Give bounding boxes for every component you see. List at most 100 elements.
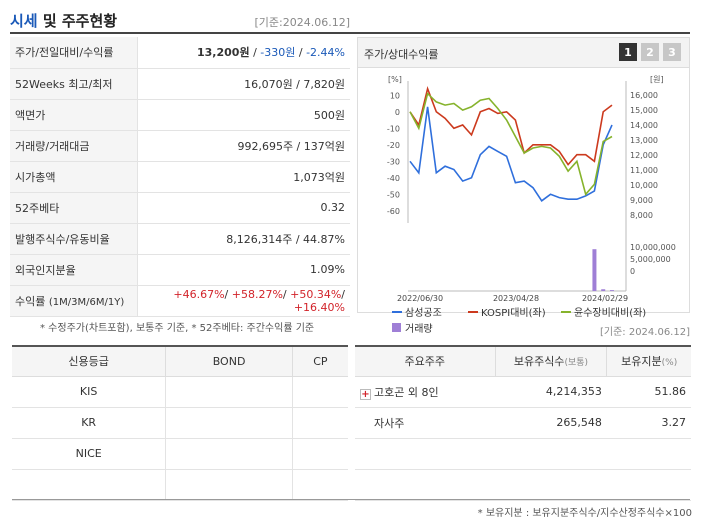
chart-header: 주가/상대수익률 1 2 3 [358, 38, 689, 68]
chart-tab-2[interactable]: 2 [641, 43, 659, 61]
legend-label: 거래량 [405, 323, 433, 335]
row-label: 거래량/거래대금 [10, 130, 138, 162]
cp-cell [292, 438, 348, 470]
y-left-tick-label: -10 [387, 124, 400, 133]
volume-bar [592, 249, 597, 291]
price-change: -330원 [260, 46, 296, 60]
x-tick-label: 2022/06/30 [397, 294, 443, 303]
volume-tick-label: 10,000,000 [630, 243, 676, 252]
cp-cell [292, 376, 348, 408]
table-row [355, 438, 691, 470]
return-3m: +58.27% [231, 287, 283, 301]
y-right-tick-label: 15,000 [630, 106, 658, 115]
col-header-rating: 신용등급 [12, 345, 167, 377]
holder-ratio: 51.86 [606, 376, 691, 408]
row-value: 8,126,314주 / 44.87% [137, 223, 350, 255]
holder-shares: 265,548 [495, 407, 607, 439]
col-header-cp: CP [292, 345, 348, 377]
y-left-tick-label: -40 [387, 174, 400, 183]
y-right-unit: [원] [650, 75, 664, 84]
series-line [409, 92, 613, 196]
bond-cell [165, 469, 293, 501]
legend-swatch [392, 323, 401, 332]
row-label: 수익률 (1M/3M/6M/1Y) [10, 285, 138, 317]
relative-return-chart: [%] [원] 10 0 -10 -20 -30 -40 -50 -60 16,000 15,000 1… [387, 75, 676, 335]
agency-cell: KIS [12, 376, 167, 408]
reference-date: [기준:2024.06.12] [254, 16, 350, 29]
table-header-row: 신용등급 BOND CP [12, 345, 348, 377]
holder-ratio: 3.27 [606, 407, 691, 439]
series-line [409, 85, 613, 166]
table-header-row: 주요주주 보유주식수(보통) 보유지분(%) [355, 345, 691, 377]
y-left-tick-label: -20 [387, 141, 400, 150]
volume-tick-label: 5,000,000 [630, 255, 671, 264]
cp-cell [292, 469, 348, 501]
table-row: 거래량/거래대금 992,695주 / 137억원 [10, 130, 350, 162]
chart-title: 주가/상대수익률 [364, 48, 439, 61]
table-row: KIS [12, 376, 348, 408]
row-value: 1,073억원 [137, 161, 350, 193]
y-left-tick-label: -50 [387, 190, 400, 199]
col-header-bond: BOND [165, 345, 293, 377]
table-row: + 고호곤 외 8인 4,214,353 51.86 [355, 376, 691, 408]
legend-label: 삼성공조 [405, 307, 442, 319]
quote-footnote: * 수정주가(차트포함), 보통주 기준, * 52주베타: 주간수익률 기준 [40, 323, 315, 334]
row-label: 주가/전일대비/수익률 [10, 37, 138, 69]
shareholders-table: 주요주주 보유주식수(보통) 보유지분(%) + 고호곤 외 8인 4,214,3… [355, 345, 691, 501]
col-header-ratio: 보유지분(%) [606, 345, 691, 377]
holder-name: 자사주 [355, 407, 495, 439]
x-tick-label: 2024/02/29 [582, 294, 628, 303]
row-value: 16,070원 / 7,820원 [137, 68, 350, 100]
table-row: 자사주 265,548 3.27 [355, 407, 691, 439]
row-label: 시가총액 [10, 161, 138, 193]
table-row: 외국인지분율 1.09% [10, 254, 350, 286]
table-row: NICE [12, 438, 348, 470]
bond-cell [165, 438, 293, 470]
table-row: 발행주식수/유동비율 8,126,314주 / 44.87% [10, 223, 350, 255]
x-tick-label: 2023/04/28 [493, 294, 539, 303]
row-label: 52주베타 [10, 192, 138, 224]
row-value: 500원 [137, 99, 350, 131]
volume-bar [610, 290, 614, 291]
row-value: 0.32 [137, 192, 350, 224]
section-title: 시세 및 주주현황 [10, 12, 118, 30]
series-line [409, 106, 613, 202]
plus-icon[interactable]: + [360, 388, 371, 400]
row-label: 52Weeks 최고/최저 [10, 68, 138, 100]
y-left-tick-label: 0 [395, 108, 400, 117]
y-left-unit: [%] [388, 75, 402, 84]
legend-label: 윤수장비대비(좌) [574, 307, 646, 319]
holder-name: + 고호곤 외 8인 [355, 376, 495, 408]
agency-cell [12, 469, 167, 501]
current-price: 13,200원 [197, 46, 250, 60]
holders-footnote: * 보유지분 : 보유지분주식수/지수산정주식수×100 [477, 508, 692, 519]
y-right-tick-label: 12,000 [630, 151, 658, 160]
agency-cell: NICE [12, 438, 167, 470]
divider [12, 499, 690, 500]
return-1m: +46.67% [173, 287, 225, 301]
col-header-shares: 보유주식수(보통) [495, 345, 608, 377]
chart-panel: 주가/상대수익률 1 2 3 [%] [원] 10 0 -10 -20 -30 -40 -50-… [357, 37, 690, 335]
table-row: 시가총액 1,073억원 [10, 161, 350, 193]
table-row: 52주베타 0.32 [10, 192, 350, 224]
return-6m: +50.34% [290, 287, 342, 301]
quote-table: 주가/전일대비/수익률 13,200원 / -330원 / -2.44% 52W… [10, 37, 350, 317]
table-row: 액면가 500원 [10, 99, 350, 131]
table-row: 수익률 (1M/3M/6M/1Y) +46.67%/ +58.27%/ +50.… [10, 285, 350, 317]
returns-value: +46.67%/ +58.27%/ +50.34%/ +16.40% [137, 285, 350, 317]
holder-shares: 4,214,353 [495, 376, 607, 408]
chart-tab-1[interactable]: 1 [619, 43, 637, 61]
y-right-tick-label: 9,000 [630, 196, 653, 205]
section-header: 시세 및 주주현황 [기준:2024.06.12] [10, 8, 350, 32]
chart-tab-3[interactable]: 3 [663, 43, 681, 61]
row-label: 액면가 [10, 99, 138, 131]
table-row [355, 469, 691, 501]
table-row: KR [12, 407, 348, 439]
return-1y: +16.40% [293, 300, 345, 314]
row-label: 외국인지분율 [10, 254, 138, 286]
y-left-tick-label: -60 [387, 207, 400, 216]
row-value: 1.09% [137, 254, 350, 286]
bond-cell [165, 407, 293, 439]
y-right-tick-label: 13,000 [630, 136, 658, 145]
table-row [12, 469, 348, 501]
